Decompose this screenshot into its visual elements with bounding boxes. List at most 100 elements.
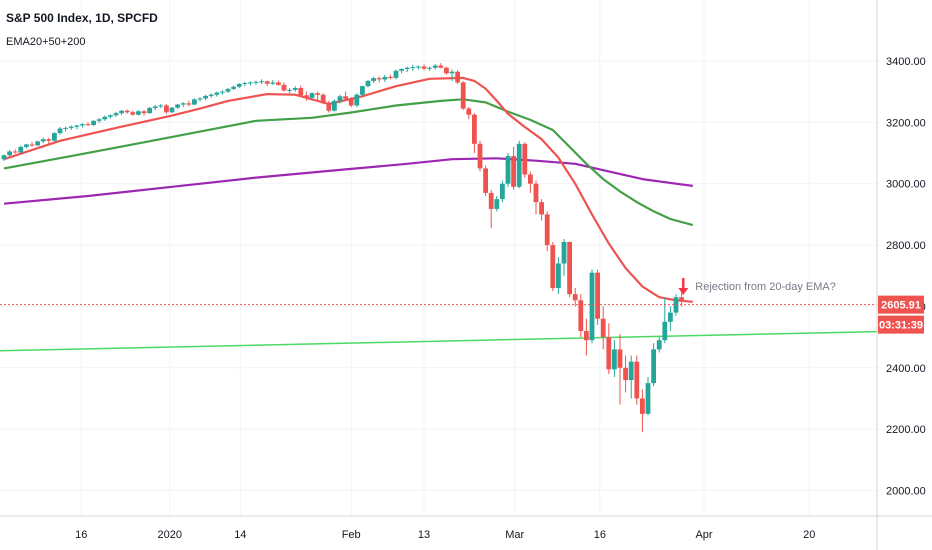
candle-body (281, 84, 287, 91)
candle-body (460, 82, 466, 109)
x-tick-label: Mar (505, 529, 524, 541)
candle (528, 171, 533, 193)
candle (231, 85, 236, 91)
last-price-tag (878, 295, 924, 314)
chart-title: S&P 500 Index, 1D, SPCFD (6, 11, 158, 25)
candle-body (180, 103, 186, 105)
candle-body (668, 312, 673, 322)
time-axis[interactable]: 16 2020 14 Feb 13 Mar 16 Apr 20 (75, 529, 815, 541)
candle (281, 82, 287, 92)
candle-body (113, 113, 119, 116)
x-tick-label: Apr (695, 529, 712, 541)
candle (180, 102, 186, 108)
candle-body (539, 202, 544, 215)
candle-body (388, 76, 393, 78)
candle-body (152, 106, 158, 108)
candle (382, 74, 388, 82)
x-tick-label: 16 (75, 529, 87, 541)
candle (192, 98, 197, 106)
candle (438, 63, 444, 69)
candle (656, 337, 662, 353)
candle (533, 180, 539, 215)
candle-body (550, 245, 556, 289)
candle (326, 100, 332, 113)
candle (427, 66, 432, 71)
candle (298, 85, 304, 97)
candle-body (488, 192, 494, 209)
indicator-legend[interactable]: EMA20+50+200 (6, 36, 86, 48)
ema200-line (3, 157, 693, 205)
candle (449, 69, 455, 81)
candle (556, 257, 561, 295)
candle (550, 242, 556, 292)
candle-body (80, 124, 85, 126)
candle (668, 306, 673, 331)
ema50-line (3, 98, 694, 227)
candle-body (315, 93, 320, 95)
candle (270, 80, 276, 85)
candle (444, 66, 449, 75)
candle (292, 86, 298, 92)
x-tick-label: 20 (803, 529, 815, 541)
candle-body (656, 340, 662, 350)
candle-body (533, 183, 539, 203)
candle (248, 81, 253, 86)
candle-body (220, 91, 225, 93)
candle (455, 70, 460, 85)
candle (421, 64, 427, 71)
candle-body (108, 115, 113, 117)
candle-body (91, 120, 96, 126)
candle-body (259, 81, 264, 83)
x-tick-label: 14 (234, 529, 246, 541)
candle (483, 165, 488, 196)
candle (40, 137, 46, 144)
candle-body (662, 321, 668, 341)
candle-body (612, 349, 617, 370)
candle-body (52, 133, 57, 141)
candle (578, 294, 584, 338)
candle (304, 91, 309, 101)
candle (80, 122, 85, 128)
candle-body (354, 94, 360, 106)
candle (539, 199, 544, 221)
candle (74, 124, 80, 130)
x-tick-label: 13 (418, 529, 430, 541)
candle-body (410, 67, 416, 69)
candle (612, 340, 617, 378)
candle-body (214, 92, 220, 95)
candle (393, 69, 399, 80)
candle-body (124, 110, 130, 113)
candle-body (556, 263, 561, 289)
x-tick-label: 2020 (158, 529, 182, 541)
candle (91, 120, 96, 126)
candle (242, 81, 248, 87)
candle (158, 103, 164, 109)
candle-body (567, 242, 572, 295)
candle-body (528, 174, 533, 184)
candle (276, 80, 281, 86)
candle (220, 90, 225, 95)
candle-body (264, 81, 270, 84)
candle-body (544, 214, 550, 246)
candle (360, 85, 365, 96)
candle (24, 143, 29, 149)
candle (141, 109, 147, 116)
candle-body (164, 105, 169, 113)
candle (259, 79, 264, 85)
candle-body (298, 87, 304, 96)
candle (52, 132, 57, 142)
candle (18, 145, 24, 154)
candle (500, 180, 505, 203)
candle (388, 74, 393, 80)
candle-body (337, 96, 343, 101)
candle-body (203, 95, 208, 99)
candle (561, 238, 567, 276)
down-arrow-icon (678, 288, 689, 296)
ema-lines (3, 76, 694, 303)
candle-body (175, 104, 180, 108)
candle (589, 269, 595, 344)
candle-body (371, 78, 376, 81)
candle (253, 80, 259, 85)
candle-body (365, 80, 371, 87)
